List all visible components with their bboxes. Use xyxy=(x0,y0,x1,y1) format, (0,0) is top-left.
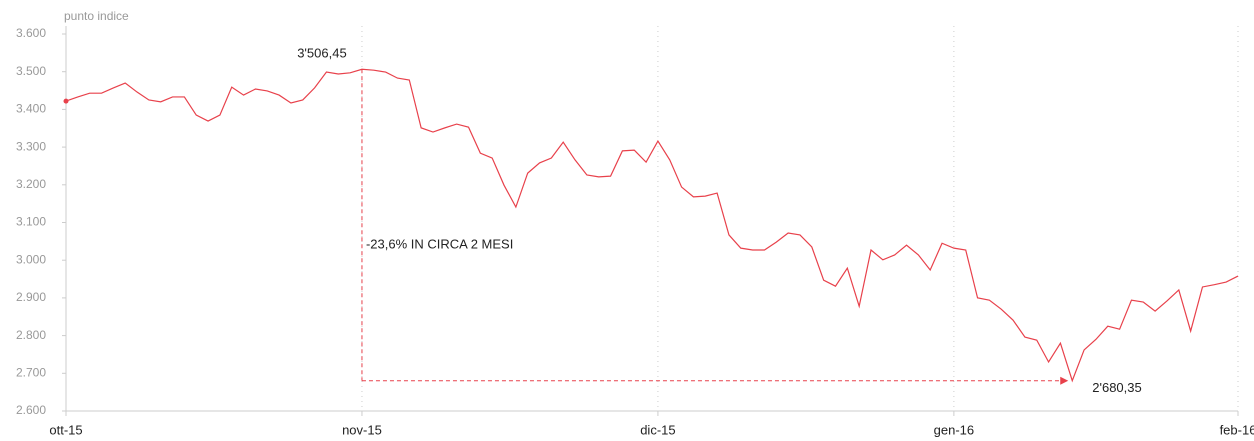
x-tick-label: gen-16 xyxy=(934,422,974,437)
x-tick-label: nov-15 xyxy=(342,422,382,437)
y-tick-label: 3.000 xyxy=(16,252,46,266)
y-tick-label: 3.300 xyxy=(16,139,46,153)
y-tick-label: 3.100 xyxy=(16,215,46,229)
arrow-head xyxy=(1060,376,1069,385)
y-tick-label: 2.700 xyxy=(16,365,46,379)
y-tick-label: 2.600 xyxy=(16,403,46,417)
y-tick-label: 2.800 xyxy=(16,328,46,342)
y-axis-label: punto indice xyxy=(64,9,129,23)
y-tick-label: 3.400 xyxy=(16,102,46,116)
annotation: -23,6% IN CIRCA 2 MESI xyxy=(366,236,513,251)
y-tick-label: 3.500 xyxy=(16,64,46,78)
y-tick-label: 2.900 xyxy=(16,290,46,304)
x-tick-label: feb-16 xyxy=(1220,422,1254,437)
value-label: 3'506,45 xyxy=(297,46,346,61)
y-tick-label: 3.200 xyxy=(16,177,46,191)
start-dot xyxy=(63,98,69,104)
value-label: 2'680,35 xyxy=(1092,380,1141,395)
y-tick-label: 3.600 xyxy=(16,26,46,40)
line xyxy=(65,68,1239,383)
x-tick-label: ott-15 xyxy=(49,422,82,437)
x-tick-label: dic-15 xyxy=(640,422,675,437)
